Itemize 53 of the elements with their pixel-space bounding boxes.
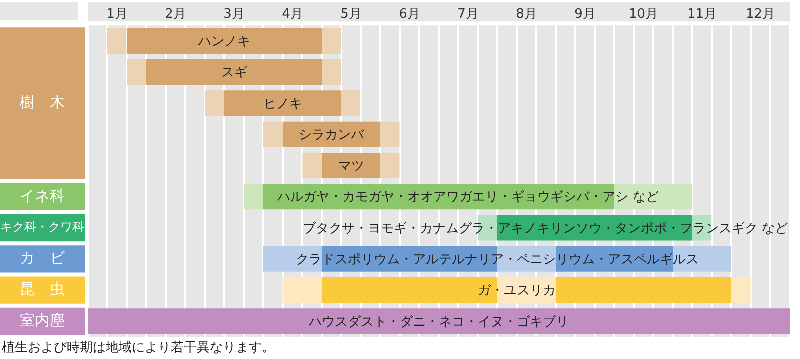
x-tick-label: 9月 [574, 7, 596, 22]
x-tick-label: 8月 [516, 7, 538, 22]
bar [322, 60, 342, 86]
bar [107, 28, 127, 54]
y-tick-label: クラドスポリウム・アルテルナリア・ペニシリウム・アスペルギルス [296, 252, 699, 268]
y-tick-label: ハンノキ [197, 34, 250, 50]
x-tick-label: 6月 [399, 7, 420, 22]
bar [614, 184, 692, 210]
x-tick-label: 1月 [106, 7, 128, 22]
bar [146, 60, 322, 86]
text: 樹 木 [20, 93, 65, 112]
text: 植生および時期は地域により若干異なります。 [2, 340, 275, 356]
x-tick-label: 11月 [687, 7, 718, 22]
bar [127, 28, 322, 54]
y-tick-label: シラカンバ [299, 128, 366, 143]
x-tick-label: 3月 [224, 7, 245, 22]
bar [205, 90, 224, 116]
text: 室内塵 [20, 311, 65, 330]
x-tick-label: 2月 [165, 7, 186, 22]
bar [224, 90, 342, 116]
x-tick-label: 4月 [282, 7, 304, 22]
bar [673, 246, 732, 272]
bar [127, 60, 146, 86]
y-tick-label: ブタクサ・ヨモギ・カナムグラ・アキノキリンソウ・タンポポ・フランスギク など [302, 221, 788, 236]
x-tick-label: 7月 [458, 7, 479, 22]
x-tick-label: 10月 [628, 7, 659, 22]
bar [264, 122, 283, 148]
bar [380, 122, 400, 148]
bar [556, 278, 732, 304]
bar [244, 184, 264, 210]
y-tick-label: ガ・ユスリカ [478, 284, 556, 299]
bar [264, 184, 614, 210]
y-tick-label: スギ [221, 66, 248, 81]
x-tick-label: 12月 [746, 7, 776, 22]
y-tick-label: ハウスダスト・ダニ・ネコ・イヌ・ゴキブリ [308, 314, 569, 330]
bar [732, 278, 751, 304]
x-tick-label: 5月 [340, 7, 362, 22]
y-tick-label: マツ [338, 159, 364, 174]
y-tick-label: ヒノキ [263, 96, 302, 112]
bar [341, 90, 361, 116]
text: キク科・クワ科 [0, 220, 84, 234]
text: 昆 虫 [20, 280, 65, 298]
text: カ ビ [20, 249, 66, 268]
bar [380, 152, 400, 178]
bar [88, 308, 790, 334]
bar [498, 215, 692, 241]
bar [322, 152, 380, 178]
bar [302, 152, 322, 178]
bar [556, 246, 673, 272]
y-tick-label: ハルガヤ・カモガヤ・オオアワガエリ・ギョウギシバ・アシ など [276, 190, 659, 206]
bar [282, 122, 380, 148]
text: イネ科 [20, 186, 65, 205]
bar [322, 28, 342, 54]
